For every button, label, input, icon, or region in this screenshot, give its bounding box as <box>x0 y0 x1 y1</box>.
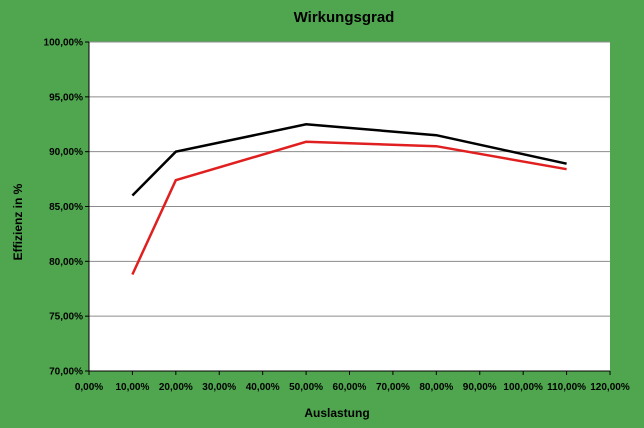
y-axis-label: Effizienz in % <box>11 183 25 260</box>
x-tick-label: 120,00% <box>590 382 630 393</box>
series-line-2 <box>131 140 567 276</box>
y-tick-label: 85,00% <box>49 202 83 213</box>
x-tick-label: 60,00% <box>333 382 367 393</box>
x-tick-label: 100,00% <box>503 382 543 393</box>
y-tick-label: 70,00% <box>49 367 83 378</box>
y-tick-label: 95,00% <box>49 92 83 103</box>
x-tick-label: 50,00% <box>289 382 323 393</box>
x-tick-label: 10,00% <box>115 382 149 393</box>
y-tick-label: 100,00% <box>44 38 84 49</box>
y-tick-label: 90,00% <box>49 147 83 158</box>
x-tick-label: 70,00% <box>376 382 410 393</box>
y-tick-labels: 70,00% 75,00% 80,00% 85,00% 90,00% 95,00% 100,… <box>44 38 89 378</box>
x-tick-labels: 0,00% 10,00% 20,00% 30,00% 40,00% 50,00% 60,00… <box>75 371 630 393</box>
y-tick-label: 80,00% <box>49 257 83 268</box>
x-tick-label: 80,00% <box>419 382 453 393</box>
x-tick-label: 40,00% <box>246 382 280 393</box>
x-tick-label: 0,00% <box>75 382 103 393</box>
x-tick-label: 30,00% <box>202 382 236 393</box>
series-line-1 <box>131 123 567 197</box>
x-tick-label: 110,00% <box>547 382 586 393</box>
chart-title: Wirkungsgrad <box>294 9 395 26</box>
y-tick-label: 75,00% <box>49 312 83 323</box>
x-tick-label: 90,00% <box>463 382 497 393</box>
series-lines <box>131 123 567 276</box>
x-axis-label: Auslastung <box>304 406 369 420</box>
x-tick-label: 20,00% <box>159 382 193 393</box>
